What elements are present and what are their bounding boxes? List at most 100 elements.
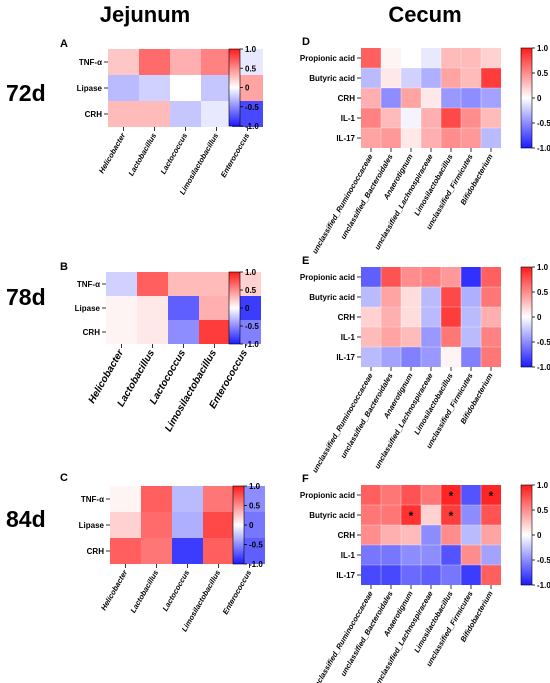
heatmap-cell: [481, 108, 501, 128]
heatmap-cell: [441, 48, 461, 68]
colorbar-tick-label: 0: [537, 313, 542, 322]
colorbar-tick-label: -0.5: [249, 541, 263, 550]
row-label: Propionic acid: [300, 491, 355, 500]
heatmap-cell: [421, 327, 441, 347]
row-label: Butyric acid: [309, 293, 355, 302]
colorbar-tick-label: -0.5: [537, 119, 550, 128]
heatmap-cell: [172, 486, 203, 512]
heatmap-cell: [461, 347, 481, 367]
heatmap-cell: [381, 88, 401, 108]
colorbar-tick-label: -0.5: [245, 322, 259, 331]
colorbar: [520, 47, 533, 149]
colorbar-tick-label: 1.0: [537, 263, 549, 272]
column-label: Lactobacillus: [128, 569, 160, 615]
heatmap-cell: [381, 327, 401, 347]
column-label: Helicobacter: [99, 568, 130, 612]
heatmap-cell: [203, 486, 234, 512]
row-label: Lipase: [77, 84, 103, 93]
heatmap-cell: [461, 307, 481, 327]
heatmap-cell: [137, 272, 168, 296]
heatmap-cell: [421, 347, 441, 367]
heatmap-cell: [421, 48, 441, 68]
heatmap-cell: [361, 525, 381, 545]
colorbar-tick-label: 0.5: [249, 502, 261, 511]
heatmap-panel-F: F * * * * Propionic acid Butyric acid CRH IL-1 IL…: [300, 473, 550, 683]
colorbar-tick-label: 0: [245, 84, 250, 93]
row-label: CRH: [85, 110, 103, 119]
heatmap-cell: [381, 347, 401, 367]
heatmap-cell: [401, 485, 421, 505]
row-label: CRH: [87, 547, 105, 556]
row-label: Butyric acid: [309, 511, 355, 520]
heatmap-cell: [441, 307, 461, 327]
colorbar-tick-label: 0: [537, 531, 542, 540]
heatmap-cell: [401, 287, 421, 307]
heatmap-cell: [441, 327, 461, 347]
heatmap-cell: [401, 505, 421, 525]
colorbar-tick-label: -1.0: [249, 560, 263, 569]
heatmap-cell: [401, 307, 421, 327]
panel-letter: A: [60, 38, 68, 50]
heatmap-cell: [401, 108, 421, 128]
heatmap-cell: [108, 49, 139, 75]
heatmap-cell: [481, 545, 501, 565]
colorbar-tick-label: 0: [249, 521, 254, 530]
panel-letter: B: [60, 261, 68, 273]
heatmap-cell: [361, 267, 381, 287]
heatmap-cell: [106, 296, 137, 320]
heatmap-cell: [481, 68, 501, 88]
panel-letter: E: [302, 255, 309, 267]
panel-letter: D: [302, 36, 310, 48]
colorbar-tick-label: 1.0: [537, 481, 549, 490]
column-label: Lactococcus: [161, 569, 192, 613]
heatmap-cell: [401, 525, 421, 545]
heatmap-cell: [461, 327, 481, 347]
heatmap-cell: [461, 108, 481, 128]
row-label: Lipase: [75, 304, 101, 313]
heatmap-cell: [381, 108, 401, 128]
heatmap-cell: [141, 538, 172, 564]
column-title-cecum: Cecum: [388, 2, 461, 27]
heatmap-cell: [461, 68, 481, 88]
heatmap-cell: [401, 267, 421, 287]
colorbar-tick-label: 0.5: [537, 288, 549, 297]
heatmap-cell: [139, 75, 170, 101]
heatmap-cell: [361, 68, 381, 88]
column-label: Lactococcus: [159, 132, 190, 176]
heatmap-cell: [461, 88, 481, 108]
day-label-72d: 72d: [6, 80, 46, 106]
heatmap-cell: [441, 545, 461, 565]
column-label: Enterococcus: [219, 132, 252, 179]
colorbar-tick-label: 1.0: [245, 45, 257, 54]
heatmap-cell: [441, 68, 461, 88]
significance-mark: *: [409, 509, 414, 523]
heatmap-cell: [381, 267, 401, 287]
heatmap-cell: [110, 512, 141, 538]
heatmap-cell: [141, 486, 172, 512]
row-label: IL-1: [341, 551, 356, 560]
heatmap-cell: [481, 287, 501, 307]
heatmap-cell: [441, 108, 461, 128]
colorbar-tick-label: 0.5: [245, 64, 257, 73]
column-label: Lactobacillus: [126, 132, 158, 178]
row-label: CRH: [338, 94, 356, 103]
heatmap-cell: [203, 538, 234, 564]
heatmap-cell: [421, 128, 441, 148]
heatmap-cell: [401, 68, 421, 88]
row-label: CRH: [338, 313, 356, 322]
heatmap-cell: [461, 48, 481, 68]
heatmap-cell: [381, 545, 401, 565]
heatmap-cell: [421, 525, 441, 545]
colorbar-tick-label: 1.0: [249, 482, 261, 491]
significance-mark: *: [449, 489, 454, 503]
colorbar-tick-label: 0.5: [537, 69, 549, 78]
heatmap-cell: [421, 108, 441, 128]
heatmap-cell: [110, 486, 141, 512]
heatmap-cell: [361, 485, 381, 505]
heatmap-cell: [361, 128, 381, 148]
heatmap-cell: [137, 320, 168, 344]
heatmap-cell: [168, 320, 199, 344]
row-label: CRH: [83, 328, 101, 337]
